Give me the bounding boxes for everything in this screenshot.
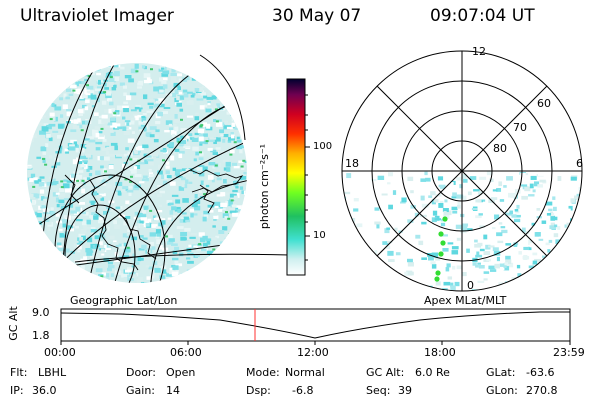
status-dsp-value: -6.8 — [292, 384, 314, 397]
mlt-polar-plot — [341, 50, 583, 292]
status-seq-value: 39 — [398, 384, 412, 397]
lat-label-80: 80 — [493, 142, 507, 155]
lat-label-70: 70 — [513, 121, 527, 134]
time-tick-2359: 23:59 — [553, 346, 585, 359]
altitude-strip-plot — [60, 308, 571, 345]
green-dot-cluster — [434, 216, 448, 282]
status-glon-label: GLon: — [486, 384, 518, 397]
status-gcalt-label: GC Alt: — [366, 366, 405, 379]
status-glat-value: -63.6 — [526, 366, 555, 379]
time-tick-0600: 06:00 — [170, 346, 202, 359]
altitude-axis-label: GC Alt — [6, 306, 20, 341]
geographic-projection-label: Geographic Lat/Lon — [70, 294, 178, 307]
time-tick-1800: 18:00 — [424, 346, 456, 359]
status-door-value: Open — [166, 366, 196, 379]
status-mode-value: Normal — [285, 366, 325, 379]
status-ip-label: IP: — [10, 384, 24, 397]
colorbar-unit-label: photon cm⁻²s⁻¹ — [258, 143, 272, 230]
status-mode-label: Mode: — [246, 366, 280, 379]
instrument-title: Ultraviolet Imager — [20, 6, 174, 26]
status-door-label: Door: — [126, 366, 156, 379]
lat-label-60: 60 — [537, 97, 551, 110]
mlt-label-6: 6 — [576, 157, 583, 170]
status-glat-label: GLat: — [486, 366, 516, 379]
altitude-curve — [60, 311, 570, 339]
altitude-ytick-bottom: 1.8 — [32, 329, 50, 342]
status-gain-label: Gain: — [126, 384, 155, 397]
status-flt-value: LBHL — [38, 366, 67, 379]
mlt-label-18: 18 — [345, 157, 359, 170]
intensity-colorbar — [286, 78, 310, 276]
colorbar-tick-10: 10 — [313, 230, 326, 241]
status-dsp-label: Dsp: — [246, 384, 271, 397]
geographic-image-disk — [27, 54, 291, 283]
status-gain-value: 14 — [166, 384, 180, 397]
coastline-outline — [64, 169, 244, 271]
colorbar-tick-100: 100 — [313, 141, 333, 152]
mlt-label-12: 12 — [472, 45, 486, 58]
altitude-ytick-top: 9.0 — [32, 306, 50, 319]
status-gcalt-value: 6.0 Re — [415, 366, 450, 379]
status-glon-value: 270.8 — [526, 384, 558, 397]
status-ip-value: 36.0 — [32, 384, 57, 397]
apex-projection-label: Apex MLat/MLT — [424, 294, 507, 307]
status-flt-label: Flt: — [10, 366, 28, 379]
status-seq-label: Seq: — [366, 384, 391, 397]
date-label: 30 May 07 — [272, 6, 362, 26]
time-label: 09:07:04 UT — [430, 6, 535, 26]
time-tick-1200: 12:00 — [297, 346, 329, 359]
time-tick-0000: 00:00 — [44, 346, 76, 359]
mlt-label-0: 0 — [467, 279, 474, 292]
